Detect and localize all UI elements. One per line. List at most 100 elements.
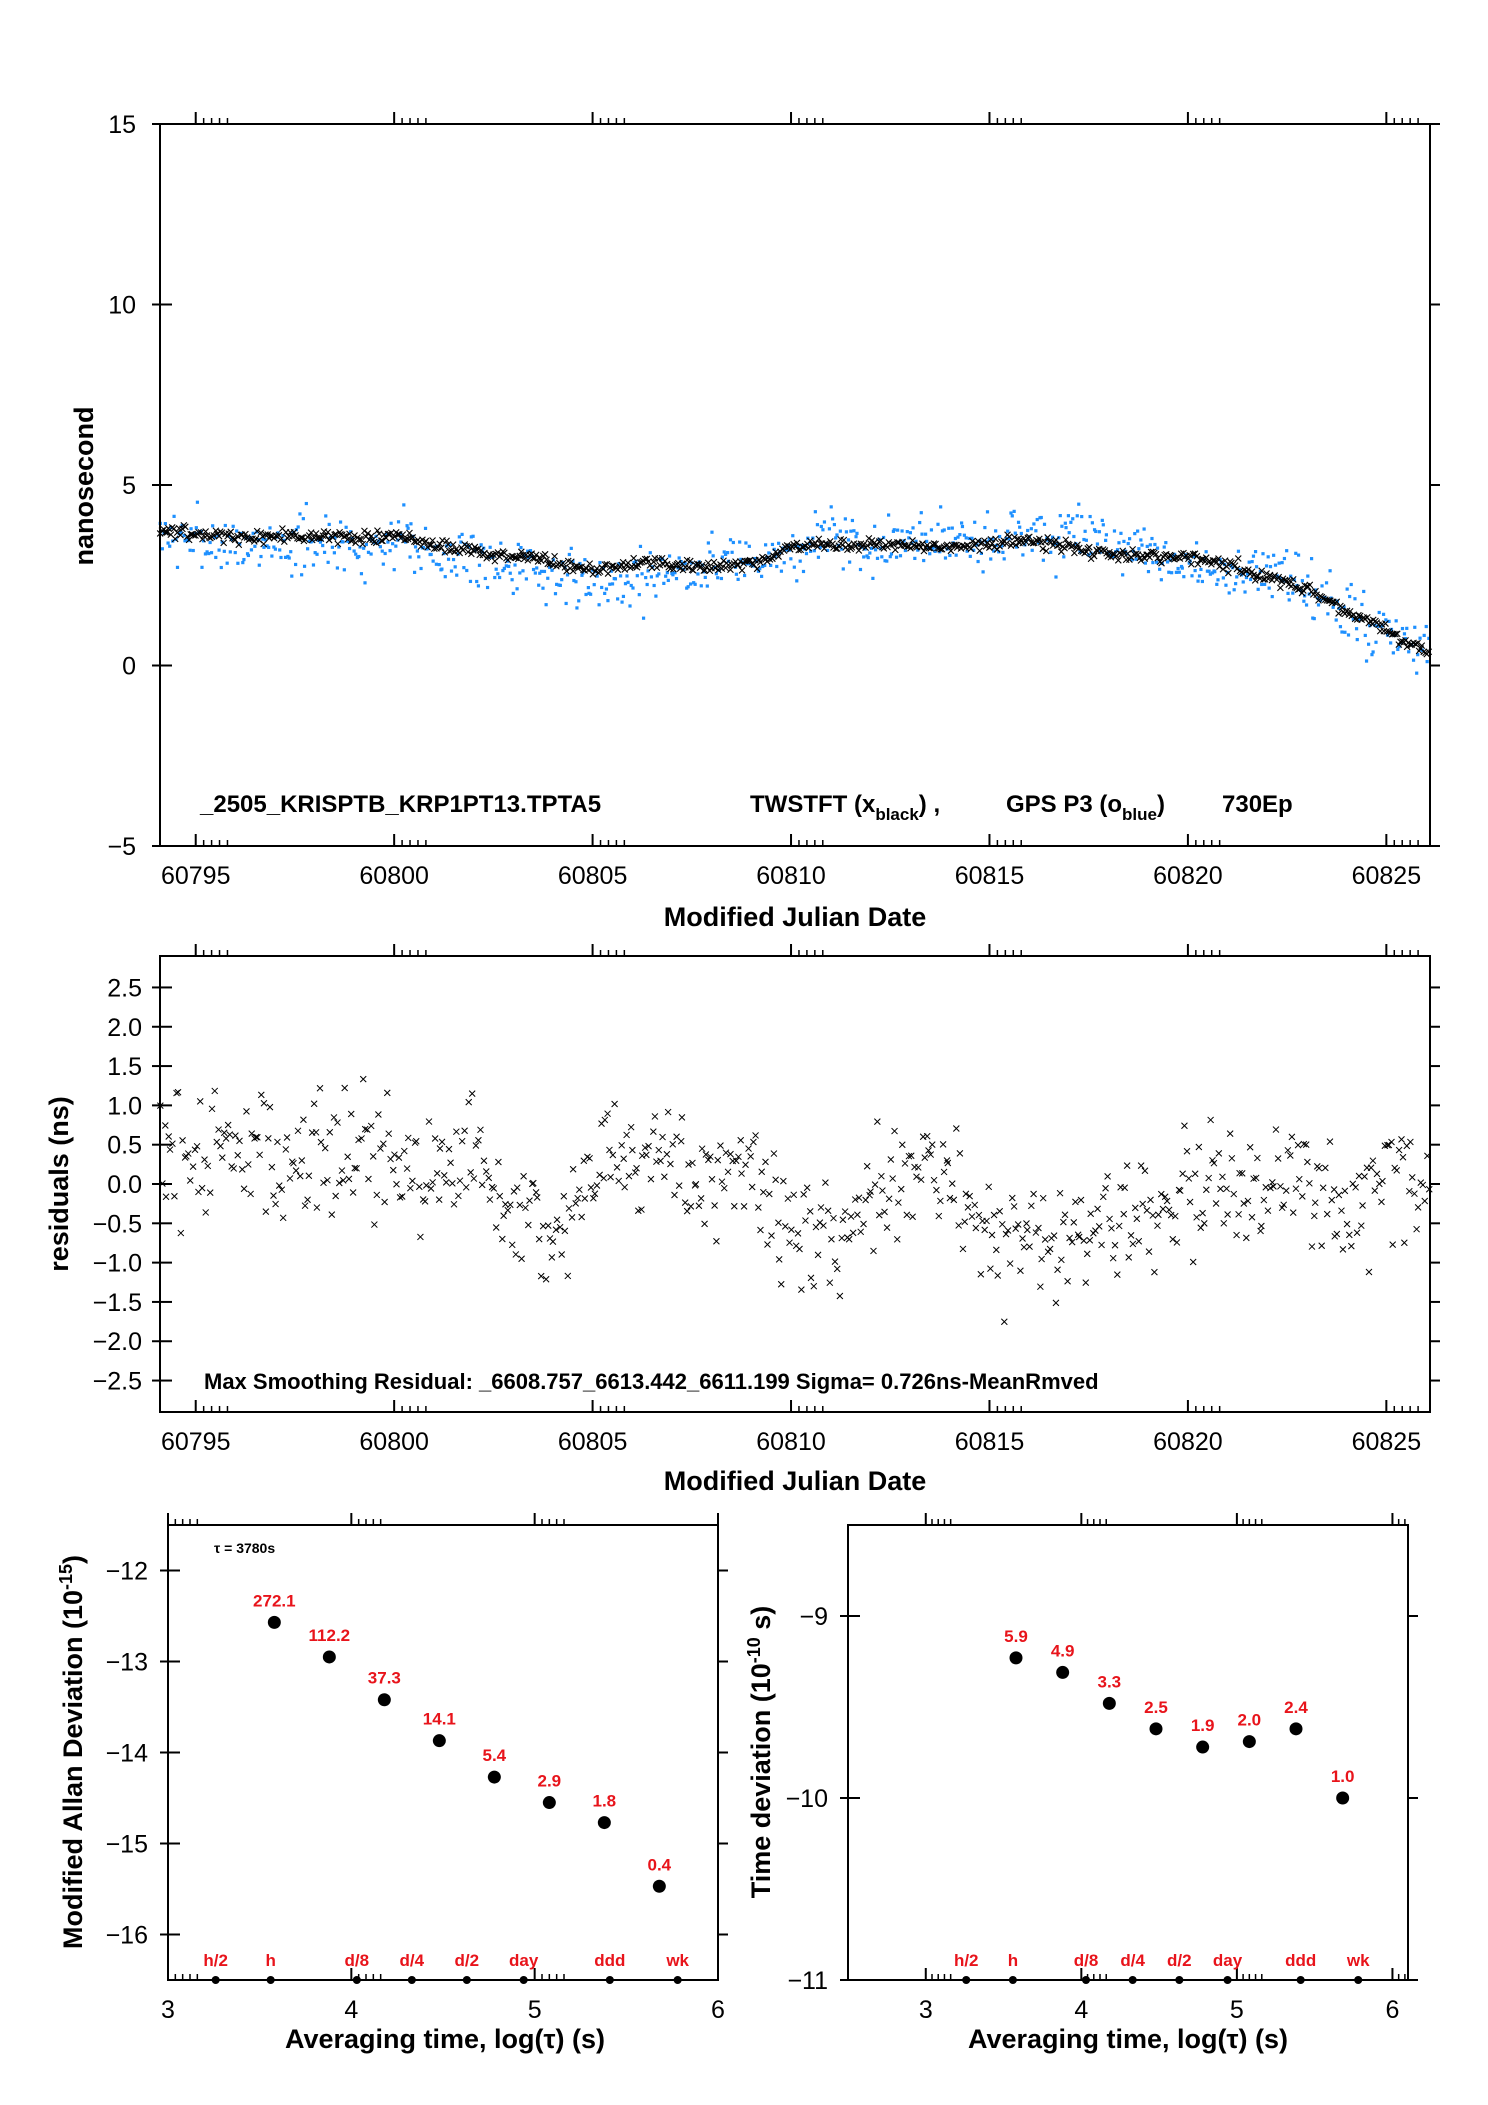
gps-point xyxy=(499,541,503,545)
y-tick-label: −5 xyxy=(107,833,136,861)
residual-point xyxy=(747,1153,754,1160)
residual-point xyxy=(449,1180,456,1187)
gps-point xyxy=(664,574,668,578)
gps-point xyxy=(188,548,192,552)
gps-point xyxy=(825,548,830,553)
gps-point xyxy=(1254,565,1259,569)
gps-point xyxy=(883,559,887,563)
residual-point xyxy=(800,1191,808,1198)
residual-point xyxy=(935,1212,943,1220)
y-tick-label: 1.5 xyxy=(107,1053,142,1081)
twstft-point xyxy=(1056,541,1063,549)
gps-point xyxy=(195,500,200,504)
residual-point xyxy=(569,1165,577,1173)
twstft-point xyxy=(1223,563,1231,570)
twstft-point xyxy=(231,536,239,544)
gps-point xyxy=(696,572,700,576)
twstft-point xyxy=(346,530,353,538)
gps-point xyxy=(777,541,781,545)
gps-point xyxy=(813,510,817,514)
gps-point xyxy=(235,529,239,533)
residual-point xyxy=(452,1128,460,1136)
residual-point xyxy=(542,1275,550,1283)
gps-point xyxy=(665,571,669,575)
gps-point xyxy=(510,578,514,582)
gps-point xyxy=(760,574,764,578)
residual-point xyxy=(1244,1197,1252,1205)
gps-point xyxy=(916,548,920,552)
gps-point xyxy=(1165,560,1170,564)
gps-point xyxy=(747,544,751,548)
residual-point xyxy=(683,1207,691,1215)
residual-point xyxy=(893,1235,901,1243)
gps-point xyxy=(558,583,562,587)
residual-point xyxy=(788,1226,795,1234)
gps-point xyxy=(457,535,461,539)
gps-point xyxy=(628,604,632,608)
residual-point xyxy=(486,1196,494,1203)
residual-point xyxy=(1335,1191,1343,1199)
gps-point xyxy=(784,548,789,552)
residual-point xyxy=(1367,1164,1375,1172)
gps-point xyxy=(431,559,435,563)
y-tick-label: 0.5 xyxy=(107,1132,142,1160)
residual-point xyxy=(1044,1248,1052,1256)
gps-point xyxy=(553,592,558,596)
residual-point xyxy=(807,1274,815,1282)
residual-point xyxy=(1228,1154,1236,1162)
gps-point xyxy=(603,591,607,596)
residual-point xyxy=(1171,1212,1179,1220)
residual-point xyxy=(1339,1246,1347,1253)
residual-point xyxy=(651,1113,659,1120)
gps-point xyxy=(1351,617,1355,621)
residual-point xyxy=(347,1110,355,1118)
residual-point xyxy=(578,1213,586,1221)
residual-point xyxy=(409,1177,416,1185)
residual-point xyxy=(817,1204,825,1211)
gps-point xyxy=(965,549,969,553)
residual-point xyxy=(365,1175,372,1183)
residual-point xyxy=(1294,1141,1302,1149)
residual-point xyxy=(663,1150,671,1158)
gps-point xyxy=(1241,580,1245,584)
gps-point xyxy=(1232,588,1236,592)
residual-point xyxy=(752,1132,759,1139)
deviation-value-label: 272.1 xyxy=(253,1591,296,1610)
y-tick-label: 5 xyxy=(122,472,136,500)
gps-point xyxy=(674,576,679,581)
residual-point xyxy=(1365,1268,1373,1276)
residual-point xyxy=(1347,1242,1355,1250)
twstft-point xyxy=(355,535,363,543)
deviation-value-label: 2.0 xyxy=(1238,1711,1262,1730)
twstft-point xyxy=(1137,557,1145,564)
residual-point xyxy=(618,1141,626,1149)
gps-point xyxy=(211,524,215,528)
gps-point xyxy=(306,547,310,551)
residual-point xyxy=(1321,1164,1329,1172)
twstft-point xyxy=(1380,627,1388,635)
residual-point xyxy=(1352,1183,1359,1191)
gps-point xyxy=(865,554,869,558)
twstft-point xyxy=(903,543,911,551)
twstft-point xyxy=(342,532,350,540)
residual-point xyxy=(283,1134,291,1141)
gps-point xyxy=(850,518,855,523)
gps-point xyxy=(634,559,638,563)
residual-point xyxy=(814,1251,822,1259)
residual-point xyxy=(535,1235,543,1243)
twstft-point xyxy=(543,556,550,564)
residual-point xyxy=(1223,1185,1230,1193)
gps-point xyxy=(637,593,641,597)
gps-point xyxy=(1176,566,1180,571)
residual-point xyxy=(171,1192,178,1200)
residual-point xyxy=(822,1179,829,1186)
gps-point xyxy=(1148,543,1152,547)
twstft-point xyxy=(1239,570,1247,577)
gps-point xyxy=(609,569,613,573)
twstft-point xyxy=(1158,559,1165,567)
gps-point xyxy=(914,539,918,543)
gps-point xyxy=(829,505,833,509)
gps-point xyxy=(1010,514,1014,518)
twstft-point xyxy=(260,540,268,548)
twstft-point xyxy=(220,539,228,547)
